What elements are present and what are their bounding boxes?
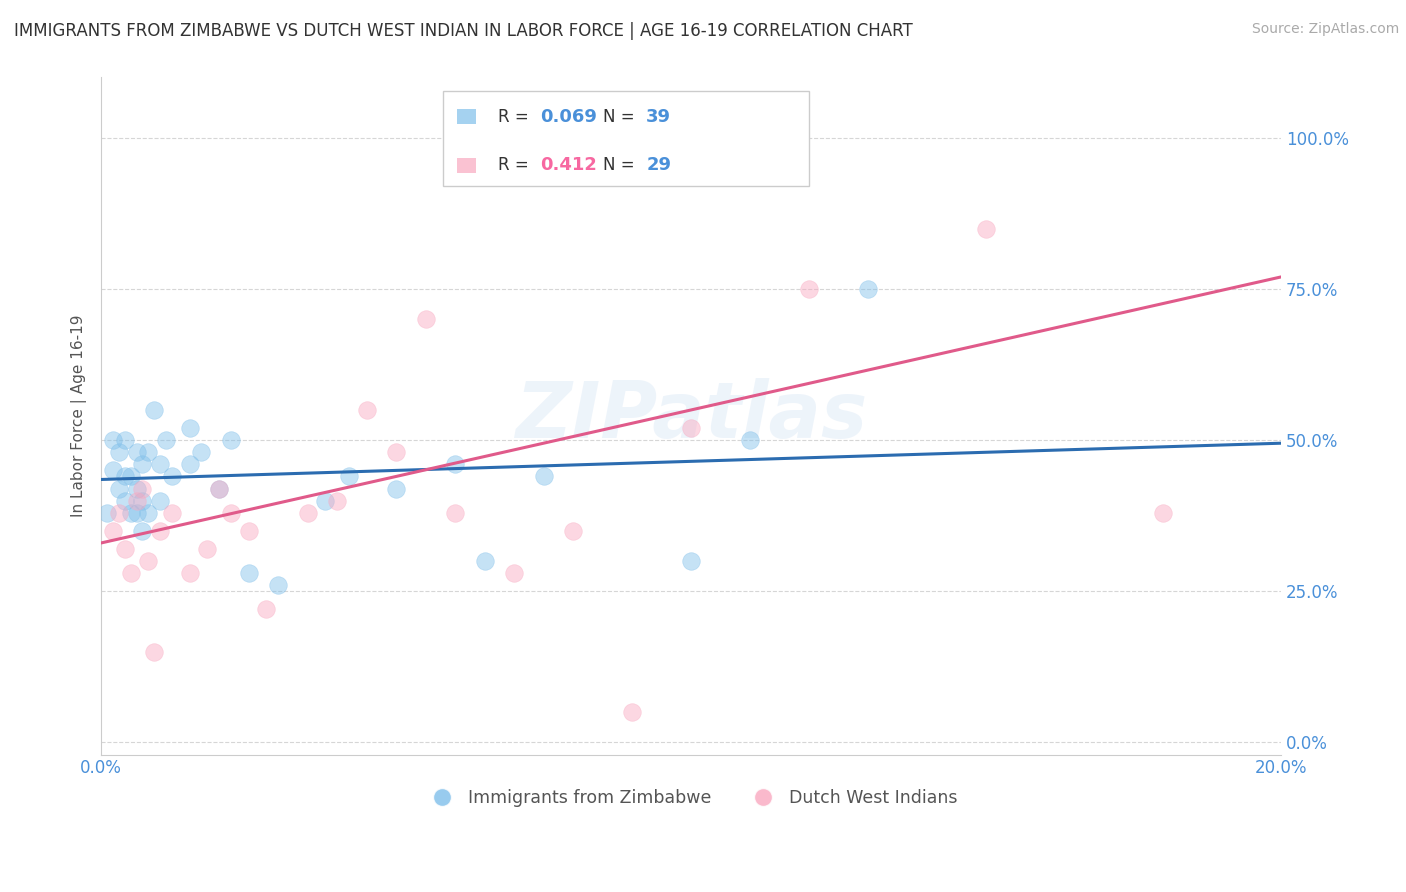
Point <box>385 482 408 496</box>
Point <box>1152 506 1174 520</box>
FancyBboxPatch shape <box>443 91 808 186</box>
Point <box>143 645 166 659</box>
Point <box>314 493 336 508</box>
FancyBboxPatch shape <box>457 109 475 124</box>
Point <box>219 506 242 520</box>
Point <box>101 524 124 538</box>
Point <box>195 541 218 556</box>
Point <box>131 482 153 496</box>
Point <box>125 482 148 496</box>
Point <box>562 524 585 538</box>
Point <box>179 421 201 435</box>
Text: 39: 39 <box>647 108 671 126</box>
Point <box>131 493 153 508</box>
Point <box>385 445 408 459</box>
Point <box>149 524 172 538</box>
Point <box>136 506 159 520</box>
Point <box>114 493 136 508</box>
Point <box>444 458 467 472</box>
Point <box>108 506 131 520</box>
Point <box>208 482 231 496</box>
Text: 29: 29 <box>647 156 671 175</box>
Text: 0.412: 0.412 <box>540 156 598 175</box>
Point <box>120 469 142 483</box>
Point <box>533 469 555 483</box>
Text: Source: ZipAtlas.com: Source: ZipAtlas.com <box>1251 22 1399 37</box>
Point <box>797 282 820 296</box>
Point <box>114 541 136 556</box>
Point <box>190 445 212 459</box>
Text: R =: R = <box>498 156 533 175</box>
Point <box>108 482 131 496</box>
Point <box>219 433 242 447</box>
Point <box>337 469 360 483</box>
FancyBboxPatch shape <box>457 158 475 173</box>
Point <box>238 566 260 581</box>
Point <box>149 493 172 508</box>
Point <box>131 458 153 472</box>
Point <box>238 524 260 538</box>
Point <box>96 506 118 520</box>
Point <box>621 705 644 719</box>
Point <box>503 566 526 581</box>
Point <box>444 506 467 520</box>
Point <box>856 282 879 296</box>
Point <box>149 458 172 472</box>
Text: N =: N = <box>603 108 640 126</box>
Text: ZIPatlas: ZIPatlas <box>515 378 868 454</box>
Point <box>679 554 702 568</box>
Point <box>108 445 131 459</box>
Point <box>155 433 177 447</box>
Point <box>297 506 319 520</box>
Point <box>125 506 148 520</box>
Legend: Immigrants from Zimbabwe, Dutch West Indians: Immigrants from Zimbabwe, Dutch West Ind… <box>418 781 965 814</box>
Point <box>114 469 136 483</box>
Y-axis label: In Labor Force | Age 16-19: In Labor Force | Age 16-19 <box>72 315 87 517</box>
Text: N =: N = <box>603 156 640 175</box>
Point <box>326 493 349 508</box>
Point <box>120 506 142 520</box>
Point <box>120 566 142 581</box>
Point <box>356 403 378 417</box>
Point <box>125 445 148 459</box>
Point <box>125 493 148 508</box>
Point <box>679 421 702 435</box>
Point <box>101 433 124 447</box>
Point <box>974 221 997 235</box>
Point <box>415 312 437 326</box>
Point <box>179 566 201 581</box>
Text: R =: R = <box>498 108 533 126</box>
Point <box>738 433 761 447</box>
Point <box>179 458 201 472</box>
Point <box>160 469 183 483</box>
Point <box>101 463 124 477</box>
Point <box>136 554 159 568</box>
Point <box>136 445 159 459</box>
Point <box>160 506 183 520</box>
Text: 0.069: 0.069 <box>540 108 598 126</box>
Point <box>267 578 290 592</box>
Point <box>254 602 277 616</box>
Point <box>143 403 166 417</box>
Text: IMMIGRANTS FROM ZIMBABWE VS DUTCH WEST INDIAN IN LABOR FORCE | AGE 16-19 CORRELA: IMMIGRANTS FROM ZIMBABWE VS DUTCH WEST I… <box>14 22 912 40</box>
Point <box>114 433 136 447</box>
Point <box>131 524 153 538</box>
Point <box>208 482 231 496</box>
Point <box>474 554 496 568</box>
